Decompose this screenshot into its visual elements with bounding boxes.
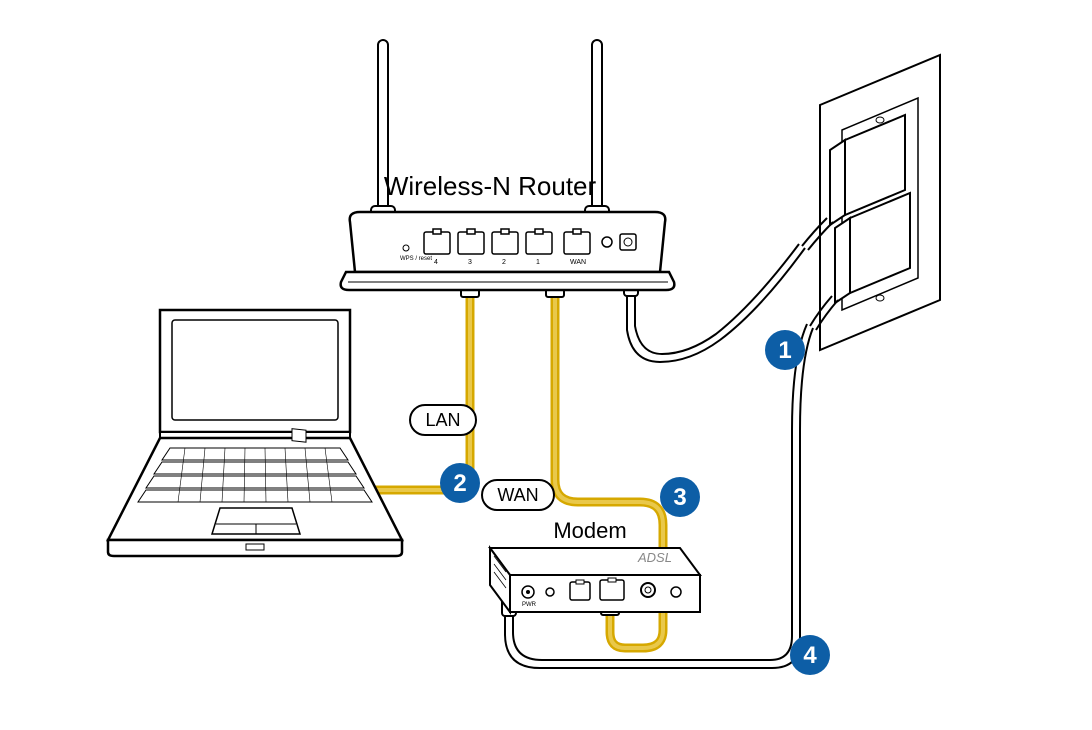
- badge-4: 4: [790, 635, 830, 675]
- svg-text:1: 1: [536, 259, 540, 266]
- wan-label: WAN: [497, 485, 538, 505]
- svg-text:4: 4: [803, 642, 817, 669]
- badge-3: 3: [660, 477, 700, 517]
- setup-diagram: WPS / reset 4 3 2 1 WAN Wireless-N Route…: [0, 0, 1092, 730]
- lan-label: LAN: [425, 410, 460, 430]
- modem: ADSL PWR: [490, 548, 700, 612]
- adsl-label: ADSL: [637, 550, 672, 565]
- svg-text:2: 2: [502, 259, 506, 266]
- svg-text:3: 3: [673, 484, 686, 511]
- router-title: Wireless-N Router: [384, 171, 597, 201]
- badge-2: 2: [440, 463, 480, 503]
- wan-pill: WAN: [482, 480, 554, 510]
- svg-text:1: 1: [778, 337, 791, 364]
- badge-1: 1: [765, 330, 805, 370]
- modem-label: Modem: [553, 518, 626, 543]
- svg-text:3: 3: [468, 259, 472, 266]
- laptop: [108, 310, 402, 556]
- wall-outlet-group: [802, 55, 940, 350]
- svg-text:PWR: PWR: [522, 602, 537, 608]
- svg-text:4: 4: [434, 259, 438, 266]
- wps-label: WPS / reset: [400, 256, 432, 262]
- svg-text:2: 2: [453, 470, 466, 497]
- lan-pill: LAN: [410, 405, 476, 435]
- router: WPS / reset 4 3 2 1 WAN: [341, 40, 675, 290]
- svg-text:WAN: WAN: [570, 259, 586, 266]
- router-ports: [424, 229, 590, 254]
